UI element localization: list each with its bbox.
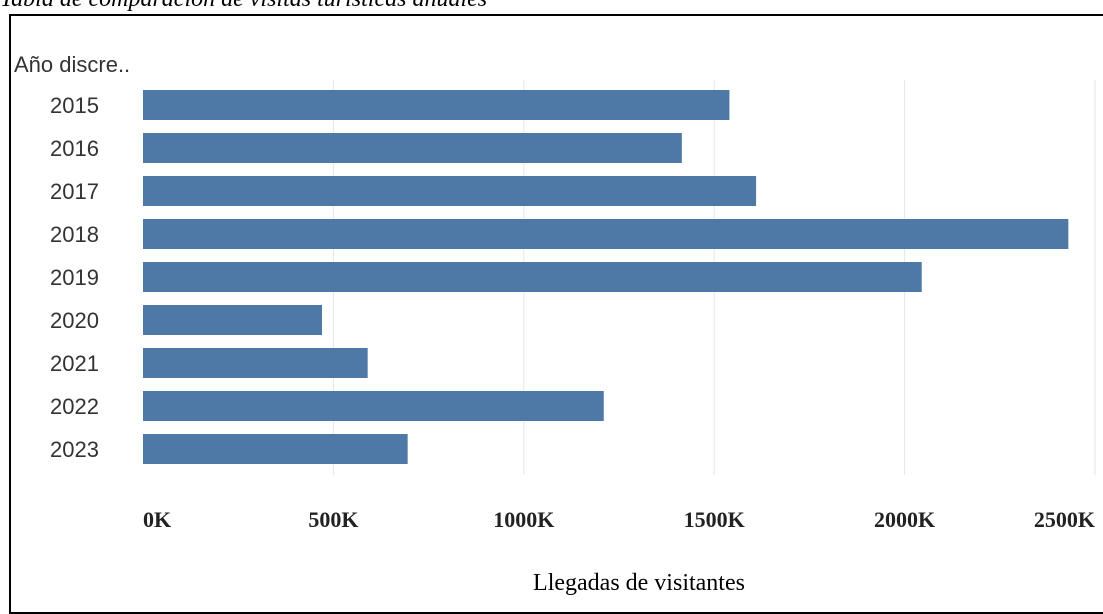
category-label-2023: 2023 [50,437,99,462]
x-tick-label: 1000K [493,507,554,532]
category-label-2022: 2022 [50,394,99,419]
bar-2021 [143,348,368,378]
bar-2015 [143,90,730,120]
category-label-2021: 2021 [50,351,99,376]
x-axis-title: Llegadas de visitantes [533,570,745,596]
x-tick-label: 500K [308,507,358,532]
category-label-2018: 2018 [50,222,99,247]
category-label-2016: 2016 [50,136,99,161]
bars [143,90,1069,464]
category-label-2020: 2020 [50,308,99,333]
bar-2020 [143,305,322,335]
x-tick-label: 1500K [684,507,745,532]
category-label-2019: 2019 [50,265,99,290]
bar-2019 [143,262,922,292]
x-tick-label: 2500K [1034,507,1095,532]
bar-2023 [143,434,408,464]
row-header: Año discre.. [14,52,130,77]
x-tick-labels: 0K 500K 1000K 1500K 2000K 2500K [143,507,1095,532]
bar-2017 [143,176,757,206]
category-label-2017: 2017 [50,179,99,204]
x-tick-label: 2000K [874,507,935,532]
chart-caption: Tabla de comparación de visitas turístic… [0,0,487,13]
bar-2022 [143,391,604,421]
category-label-2015: 2015 [50,93,99,118]
category-labels: 2015 2016 2017 2018 2019 2020 2021 2022 2023 [50,93,99,462]
x-tick-label: 0K [143,507,171,532]
bar-2018 [143,219,1069,249]
bar-2016 [143,133,682,163]
